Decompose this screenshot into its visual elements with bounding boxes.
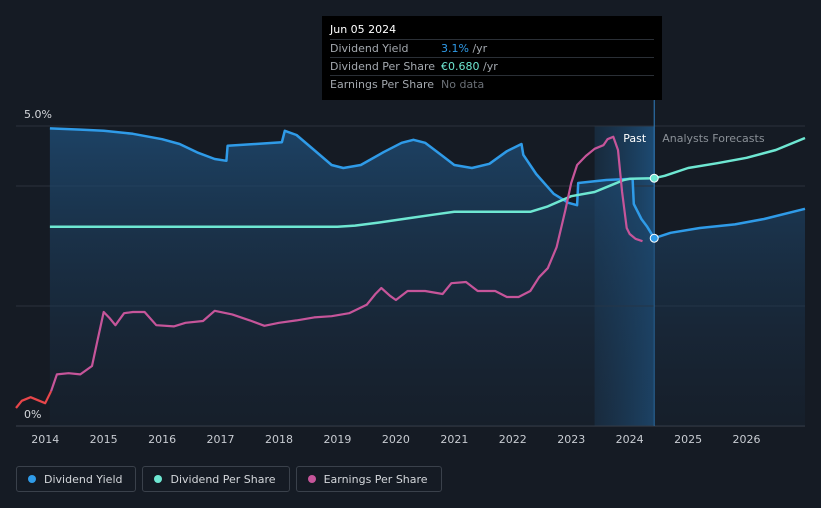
x-tick-label: 2016: [148, 433, 176, 446]
legend-label: Earnings Per Share: [323, 472, 428, 486]
dividend-yield-marker: [649, 233, 659, 243]
tooltip-value-number: €0.680: [441, 60, 480, 73]
tooltip-date: Jun 05 2024: [330, 21, 654, 40]
dividend-per-share-line: [49, 136, 806, 229]
tooltip-value-unit: /yr: [468, 42, 488, 55]
hover-tooltip: Jun 05 2024 Dividend Yield 3.1% /yr Divi…: [322, 16, 662, 100]
tooltip-label: Earnings Per Share: [330, 78, 435, 91]
dividend-per-share-marker: [649, 173, 659, 183]
legend-dot-icon: [154, 475, 163, 483]
x-tick-label: 2018: [265, 433, 293, 446]
dividend-chart: 5.0% 0% 2014 2015 2016 2017 2018 2019 2020 2021 20…: [15, 100, 806, 446]
tooltip-value-unit: /yr: [479, 60, 498, 73]
x-tick-label: 2017: [207, 433, 235, 446]
earnings-per-share-line-segment: [15, 390, 53, 409]
x-tick-label: 2015: [90, 433, 118, 446]
tooltip-value: 3.1% /yr: [441, 40, 487, 57]
legend-dot-icon: [28, 475, 36, 483]
y-tick-label: 5.0%: [24, 108, 52, 121]
x-tick-label: 2020: [382, 433, 410, 446]
x-tick-label: 2026: [733, 433, 761, 446]
legend-dividend-per-share[interactable]: Dividend Per Share: [142, 466, 290, 492]
x-tick-label: 2014: [31, 433, 59, 446]
tooltip-value-number: 3.1%: [441, 42, 469, 55]
dividend-yield-area: [49, 128, 805, 426]
tooltip-row-earnings-per-share: Earnings Per Share No data: [330, 76, 654, 93]
tooltip-value: No data: [441, 76, 484, 93]
tooltip-label: Dividend Yield: [330, 42, 409, 55]
legend-label: Dividend Yield: [44, 472, 123, 486]
forecast-label: Analysts Forecasts: [662, 132, 765, 145]
x-tick-label: 2022: [499, 433, 527, 446]
x-tick-label: 2023: [557, 433, 585, 446]
past-label: Past: [623, 132, 647, 145]
tooltip-row-dividend-yield: Dividend Yield 3.1% /yr: [330, 40, 654, 58]
chart-legend: Dividend Yield Dividend Per Share Earnin…: [16, 466, 442, 492]
y-tick-label: 0%: [24, 408, 41, 421]
legend-label: Dividend Per Share: [170, 472, 276, 486]
legend-earnings-per-share[interactable]: Earnings Per Share: [295, 466, 442, 492]
tooltip-value: €0.680 /yr: [441, 58, 498, 75]
x-tick-label: 2024: [616, 433, 644, 446]
legend-dot-icon: [307, 475, 316, 483]
x-tick-label: 2021: [440, 433, 468, 446]
earnings-per-share-line-segment: [50, 135, 643, 392]
legend-dividend-yield[interactable]: Dividend Yield: [16, 466, 137, 492]
tooltip-label: Dividend Per Share: [330, 60, 436, 73]
dividend-yield-line: [49, 127, 806, 240]
x-tick-label: 2025: [674, 433, 702, 446]
tooltip-value-number: No data: [441, 78, 485, 91]
x-tick-label: 2019: [323, 433, 351, 446]
tooltip-row-dividend-per-share: Dividend Per Share €0.680 /yr: [330, 58, 654, 76]
